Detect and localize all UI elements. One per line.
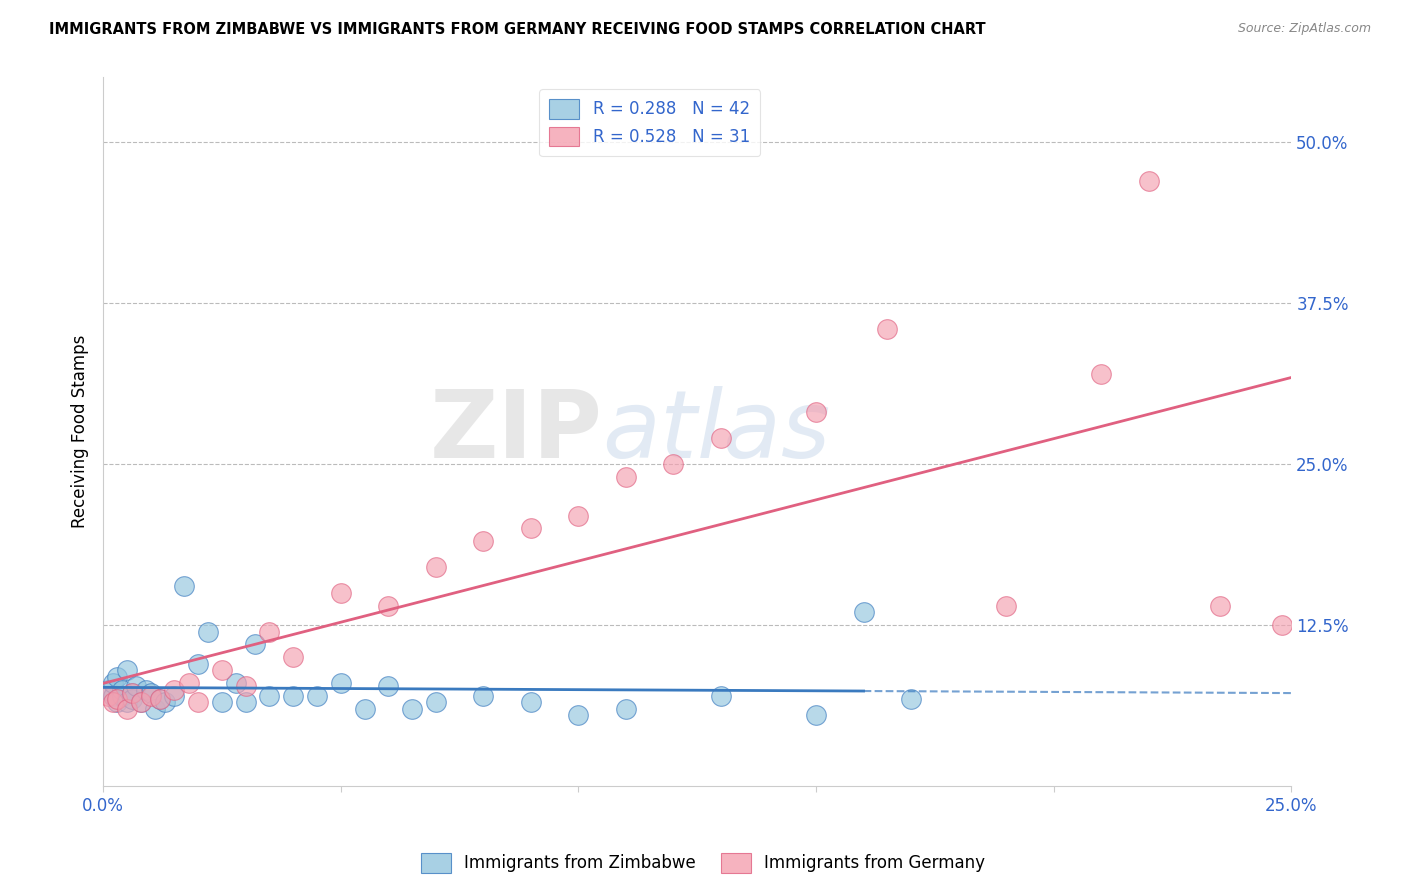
Point — [1209, 599, 1232, 613]
Point — [139, 689, 162, 703]
Point — [177, 676, 200, 690]
Point — [149, 691, 172, 706]
Point — [401, 702, 423, 716]
Point — [567, 508, 589, 523]
Point — [153, 695, 176, 709]
Point — [614, 702, 637, 716]
Point — [235, 695, 257, 709]
Point — [145, 702, 167, 716]
Point — [111, 689, 134, 703]
Text: IMMIGRANTS FROM ZIMBABWE VS IMMIGRANTS FROM GERMANY RECEIVING FOOD STAMPS CORREL: IMMIGRANTS FROM ZIMBABWE VS IMMIGRANTS F… — [49, 22, 986, 37]
Point — [235, 679, 257, 693]
Point — [105, 691, 128, 706]
Point — [804, 405, 827, 419]
Point — [425, 560, 447, 574]
Point — [377, 599, 399, 613]
Point — [211, 695, 233, 709]
Point — [1090, 367, 1112, 381]
Point — [520, 521, 543, 535]
Y-axis label: Receiving Food Stamps: Receiving Food Stamps — [72, 335, 89, 528]
Point — [900, 691, 922, 706]
Point — [125, 679, 148, 693]
Point — [804, 708, 827, 723]
Point — [97, 682, 120, 697]
Point — [259, 624, 281, 639]
Point — [520, 695, 543, 709]
Point — [101, 695, 124, 709]
Point — [567, 708, 589, 723]
Point — [283, 650, 305, 665]
Point — [129, 695, 152, 709]
Point — [472, 689, 495, 703]
Point — [105, 670, 128, 684]
Point — [710, 689, 733, 703]
Point — [710, 431, 733, 445]
Point — [614, 470, 637, 484]
Point — [97, 689, 120, 703]
Point — [425, 695, 447, 709]
Point — [472, 534, 495, 549]
Point — [1137, 173, 1160, 187]
Point — [225, 676, 247, 690]
Text: Source: ZipAtlas.com: Source: ZipAtlas.com — [1237, 22, 1371, 36]
Text: ZIP: ZIP — [429, 386, 602, 478]
Legend: Immigrants from Zimbabwe, Immigrants from Germany: Immigrants from Zimbabwe, Immigrants fro… — [415, 847, 991, 880]
Point — [101, 676, 124, 690]
Point — [662, 457, 685, 471]
Point — [329, 676, 352, 690]
Point — [149, 691, 172, 706]
Point — [353, 702, 375, 716]
Point — [135, 682, 157, 697]
Point — [329, 586, 352, 600]
Point — [876, 322, 898, 336]
Point — [115, 663, 138, 677]
Point — [852, 605, 875, 619]
Point — [259, 689, 281, 703]
Point — [211, 663, 233, 677]
Point — [121, 686, 143, 700]
Point — [377, 679, 399, 693]
Point — [197, 624, 219, 639]
Point — [1271, 618, 1294, 632]
Point — [101, 689, 124, 703]
Point — [139, 686, 162, 700]
Point — [105, 695, 128, 709]
Point — [305, 689, 328, 703]
Point — [283, 689, 305, 703]
Point — [163, 689, 186, 703]
Point — [115, 695, 138, 709]
Point — [115, 702, 138, 716]
Point — [245, 637, 267, 651]
Point — [129, 695, 152, 709]
Legend: R = 0.288   N = 42, R = 0.528   N = 31: R = 0.288 N = 42, R = 0.528 N = 31 — [540, 89, 761, 156]
Point — [121, 691, 143, 706]
Point — [187, 695, 209, 709]
Point — [121, 686, 143, 700]
Point — [173, 579, 195, 593]
Point — [111, 682, 134, 697]
Point — [163, 682, 186, 697]
Point — [995, 599, 1018, 613]
Point — [187, 657, 209, 671]
Text: atlas: atlas — [602, 386, 831, 477]
